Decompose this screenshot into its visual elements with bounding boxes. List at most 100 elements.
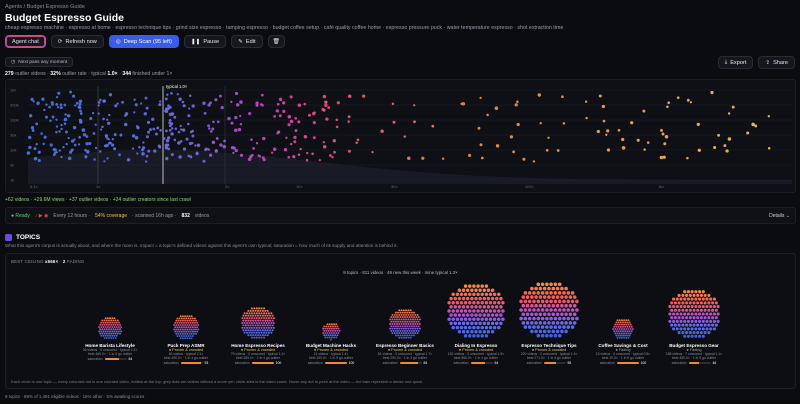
topic-dot xyxy=(252,319,255,322)
video-point xyxy=(325,117,329,121)
topic-dot xyxy=(408,325,411,328)
topic-dot xyxy=(191,326,194,329)
topic-dot xyxy=(415,325,418,328)
breadcrumb[interactable]: Agents / Budget Espresso Guide xyxy=(5,4,85,10)
refresh-button[interactable]: ⟳ Refresh now xyxy=(50,35,104,48)
topic-card[interactable]: Espresso Technique Tips ● Proven & crowde… xyxy=(517,343,581,365)
topic-dot xyxy=(457,313,462,317)
topic-dot xyxy=(104,334,107,337)
topic-dot xyxy=(328,323,331,326)
topic-dot xyxy=(545,325,549,329)
topic-dot xyxy=(263,326,266,329)
topic-dot xyxy=(622,321,624,324)
topic-dot xyxy=(103,332,106,335)
topic-dot xyxy=(330,323,333,326)
topic-dot xyxy=(694,312,698,316)
topic-dot xyxy=(119,328,121,331)
topic-dot xyxy=(698,312,702,316)
topic-dot xyxy=(501,309,505,313)
details-toggle[interactable]: Details ⌄ xyxy=(769,213,790,219)
topic-dot xyxy=(521,303,526,308)
outlier-scatter-chart[interactable]: 1M 300k 100k 30k 10k 3k 1k 0.1× 1× 2× 10× 30× 100× 1k… xyxy=(5,79,796,193)
topic-dot xyxy=(177,319,180,322)
topic-dot xyxy=(416,327,419,330)
topic-dot xyxy=(499,313,503,317)
video-point xyxy=(140,102,143,105)
topic-dot xyxy=(263,317,266,320)
topic-dot xyxy=(542,295,547,299)
topic-dot xyxy=(413,320,416,323)
topic-dot xyxy=(624,325,627,328)
topic-dot xyxy=(461,321,466,326)
topic-dot xyxy=(612,328,615,330)
topic-dot xyxy=(190,332,193,335)
topic-dot xyxy=(699,316,703,320)
topic-dot xyxy=(264,324,267,327)
topic-dot xyxy=(490,321,495,326)
topic-dot xyxy=(538,321,543,325)
topic-card[interactable]: Dialing In Espresso ● Proven & crowded 181… xyxy=(444,343,508,365)
topic-dot xyxy=(244,319,247,322)
topic-dot xyxy=(174,330,177,333)
video-point xyxy=(173,115,177,119)
topic-card[interactable]: Home Espresso Recipes ● Proven & crowded 7… xyxy=(226,343,290,365)
topic-dot xyxy=(560,286,564,291)
topic-dot xyxy=(501,300,505,305)
deep-scan-button[interactable]: ◎ Deep Scan (95 left) xyxy=(108,35,179,48)
video-point xyxy=(441,157,445,160)
topic-dot xyxy=(335,323,338,326)
topic-dot xyxy=(191,321,194,324)
video-point xyxy=(311,152,314,156)
y-tick-label: 1M xyxy=(10,88,16,93)
topic-dot xyxy=(110,319,113,322)
video-point xyxy=(154,132,158,136)
topic-dot xyxy=(197,328,200,331)
topic-card[interactable]: Puck Prep ASMR ● Proven & crowded 46 video… xyxy=(154,343,218,365)
topic-card[interactable]: Budget Machine Hacks ● Proven & crowded 21… xyxy=(299,343,363,365)
topic-dot xyxy=(189,317,192,320)
video-point xyxy=(55,151,59,154)
topic-dot xyxy=(258,331,261,334)
topic-dot xyxy=(394,325,397,328)
video-point xyxy=(663,142,667,146)
topic-dot xyxy=(269,329,272,332)
pause-button[interactable]: ❚❚ Pause xyxy=(183,35,227,48)
video-point xyxy=(174,127,178,130)
topic-card[interactable]: Espresso Beginner Basics ● Proven & crowd… xyxy=(373,343,437,365)
share-button[interactable]: ⇪ Share xyxy=(758,56,795,69)
video-point xyxy=(407,156,411,161)
topic-dot xyxy=(175,328,178,331)
video-point xyxy=(767,115,770,118)
topic-card[interactable]: Home Barista Lifestyle 36 videos · 0 unsc… xyxy=(78,343,142,361)
topic-dot xyxy=(703,308,707,312)
video-point xyxy=(136,126,140,130)
topic-dot xyxy=(264,314,267,317)
topic-status: ● Proven & crowded xyxy=(458,348,494,352)
video-point xyxy=(58,130,61,133)
topic-dot xyxy=(117,321,120,324)
topic-dot xyxy=(618,332,621,335)
topic-dot xyxy=(197,324,200,326)
topic-name: Puck Prep ASMR xyxy=(167,343,205,348)
video-point xyxy=(547,136,550,139)
topic-card[interactable]: Budget Espresso Gear ● Fading 188 videos ·… xyxy=(662,343,726,365)
topic-dot xyxy=(179,337,182,340)
export-button[interactable]: ⤓ Export xyxy=(717,56,754,69)
topic-dot xyxy=(468,317,472,322)
delete-button[interactable]: 🗑 xyxy=(267,35,285,48)
video-point xyxy=(188,94,192,98)
topic-dot xyxy=(555,312,560,317)
topic-dot xyxy=(716,319,720,323)
topic-dot xyxy=(447,309,451,313)
topic-dot xyxy=(394,329,397,332)
video-point xyxy=(55,130,58,134)
topic-card[interactable]: Coffee Savings & Cost ● Fading 13 videos ·… xyxy=(591,343,655,365)
edit-button[interactable]: ✎ Edit xyxy=(231,35,263,48)
topic-dot xyxy=(399,329,402,332)
video-point xyxy=(270,151,274,154)
topic-dot xyxy=(337,332,340,334)
video-point xyxy=(113,147,117,151)
topic-dot xyxy=(405,309,408,312)
topic-dot xyxy=(187,317,190,320)
agent-chat-button[interactable]: Agent chat xyxy=(5,35,46,48)
